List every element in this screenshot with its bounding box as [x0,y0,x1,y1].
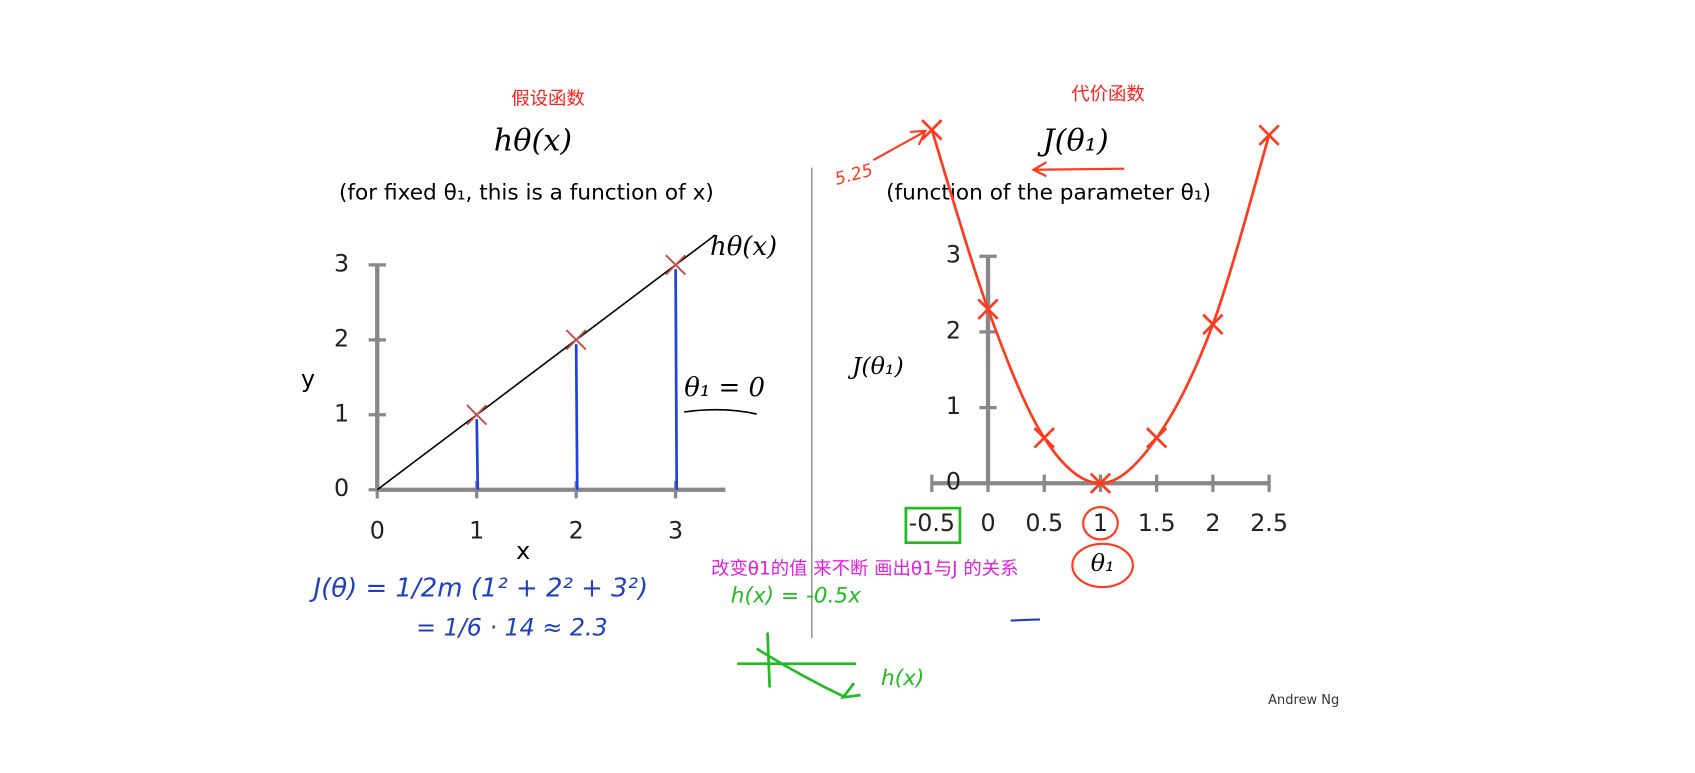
error-line [475,419,480,490]
x-tick-label: 2.5 [1250,509,1288,537]
y-axis-label: y [301,365,315,393]
marker [977,298,999,320]
author: Andrew Ng [1268,693,1339,708]
x-tick-label: 1 [1093,509,1108,537]
red-marks [872,129,1134,589]
handwriting: J(θ) = 1/2m (1² + 2² + 3²) [308,574,648,604]
y-tick-label: 3 [334,249,349,277]
marker [921,119,943,141]
hypothesis-line [376,234,716,491]
marker-stroke [665,254,687,276]
marker-stroke [1145,427,1168,449]
x-tick-label: 1.5 [1138,509,1176,537]
error-line [574,344,579,490]
cn-label: 代价函数 [1071,84,1144,105]
y-tick-label: 0 [334,474,349,502]
x-tick-label: 1 [469,516,484,544]
dash [1010,618,1040,622]
y-axis-label: J(θ₁) [848,352,904,380]
x-axis-label: θ₁ [1091,549,1115,577]
handwriting: h(x) = -0.5x [731,584,861,609]
x-tick-label: 0.5 [1025,509,1063,537]
y-tick-label: 1 [946,392,961,420]
circle [1082,505,1119,541]
marker-stroke [466,404,488,426]
sketch-axis [766,632,772,688]
marker [1145,427,1168,449]
y-tick-label: 1 [334,399,349,427]
chart-title: J(θ₁) [1037,124,1109,159]
arrow [1031,161,1125,178]
sketch-arrow [840,682,861,700]
sketch [737,506,962,700]
cn-note: 改变θ1的值 来不断 画出θ1与J 的关系 [711,559,1018,580]
highlight-box [904,506,962,545]
marker [466,404,488,426]
marker-stroke [977,298,999,320]
cn-label: 假设函数 [511,88,584,109]
marker [665,254,687,276]
y-tick-label: 2 [946,316,961,344]
marker [565,329,587,351]
x-tick-label: 0 [980,509,995,537]
marker-stroke [1033,427,1055,449]
arrow [872,129,928,161]
x-tick-label: 3 [668,516,683,544]
handwriting: = 1/6 · 14 ≈ 2.3 [416,614,607,642]
x-tick-label: 0 [370,516,385,544]
marker-stroke [1202,313,1224,336]
theta-annotation: θ₁ = 0 [684,373,765,403]
chart-subtitle: (for fixed θ₁, this is a function of x) [339,181,714,206]
marker-stroke [921,119,943,141]
marker-stroke [1258,124,1280,146]
marker [1202,313,1224,336]
y-tick-label: 2 [334,324,349,352]
handwriting: h(x) [881,666,924,691]
x-tick-label: -0.5 [909,509,955,537]
marker-stroke [1089,472,1112,494]
marker [1258,124,1280,146]
sketch-line [755,647,846,699]
chart-title: hθ(x) [494,124,572,159]
y-tick-label: 0 [946,468,961,496]
x-axis-label: x [516,537,530,565]
marker-stroke [565,329,587,351]
underline [684,408,757,415]
y-tick-label: 3 [946,241,961,269]
chart-subtitle: (function of the parameter θ₁) [886,181,1211,206]
marker [1089,472,1112,494]
x-tick-label: 2 [569,516,584,544]
error-line [674,269,679,490]
marker [1033,427,1055,449]
circle [1071,542,1134,589]
x-tick-label: 2 [1205,509,1220,537]
line-label: hθ(x) [710,232,777,262]
